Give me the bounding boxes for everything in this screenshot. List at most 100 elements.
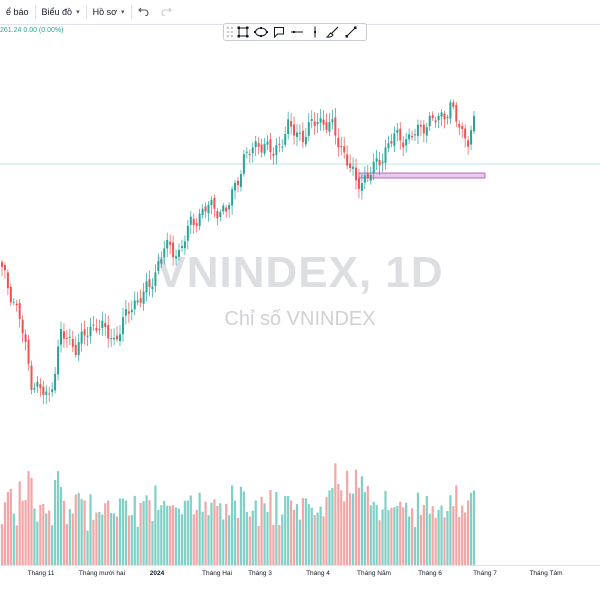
volume-bar [136,526,139,565]
candle [228,202,231,218]
volume-bar [275,491,278,565]
candle [384,139,387,170]
candle [337,128,340,157]
volume-bar [24,500,27,565]
candle [83,320,86,345]
volume-bar [154,485,157,565]
volume-bar [272,524,275,565]
candle [57,339,60,381]
time-axis-label: Tháng Tám [529,570,563,577]
chart-menu-label: Biểu đồ [41,7,73,17]
volume-bar [328,490,331,565]
candle [154,264,157,293]
ellipse-tool-icon [254,27,268,37]
volume-bar [313,514,316,565]
candle [151,278,154,298]
rectangle-tool[interactable] [234,24,252,40]
candle [210,196,213,215]
vertical-line-tool[interactable] [306,24,324,40]
volume-bar [405,502,408,565]
volume-bar [207,514,210,565]
volume-bar [254,500,257,565]
volume-bar [301,498,304,565]
brush-tool[interactable] [324,24,342,40]
volume-bar [446,510,449,565]
candle [121,307,124,342]
candle [225,205,228,218]
candle [65,329,68,348]
alerts-menu[interactable]: ể báo [0,0,35,24]
candle [352,157,355,176]
candle [124,299,127,325]
undo-icon[interactable] [132,5,155,19]
candle [284,126,287,148]
volume-bar [95,512,98,565]
candle [248,149,251,163]
candle [310,110,313,129]
candle [1,259,3,277]
toolbar-divider [34,5,36,19]
volume-bar [266,511,269,565]
volume-bar [216,506,219,565]
volume-bar [195,509,198,565]
candle [86,326,89,347]
candle [18,299,21,328]
volume-bar [278,524,281,565]
volume-bar [402,507,405,565]
candle [455,101,458,128]
ellipse-tool[interactable] [252,24,270,40]
toolbar-divider [85,5,87,19]
candle [145,272,148,302]
callout-tool[interactable] [270,24,288,40]
candle [237,177,239,193]
volume-bar [349,493,352,565]
candle [446,114,449,125]
volume-bar [399,501,402,565]
candle [15,299,18,312]
time-axis[interactable]: Tháng 11 Tháng mười hai 2024 Tháng Hai Tháng… [0,565,600,601]
candle [340,136,343,156]
candle [51,382,54,397]
candle [54,366,57,394]
volume-bar [449,495,452,565]
volume-bar [467,500,470,565]
candle [296,124,298,147]
candle [148,270,151,297]
profile-menu-button[interactable]: Hồ sơ ▾ [87,0,131,24]
candle [272,147,275,165]
volume-bar [455,485,458,565]
trend-line-tool[interactable] [342,24,360,40]
volume-bar [251,510,254,565]
candle [443,110,446,129]
volume-bar [139,502,142,565]
volume-bar [281,514,284,565]
candle [316,112,319,134]
horizontal-line-tool[interactable] [288,24,306,40]
drag-handle-icon[interactable] [226,25,234,39]
volume-bar [51,525,54,565]
candle [95,318,98,334]
volume-bar [378,520,381,565]
volume-bar [157,510,160,565]
volume-bar [39,504,42,565]
volume-bar [83,500,86,565]
price-chart[interactable] [0,44,600,565]
volume-bar [59,487,63,565]
candle [80,323,83,352]
candle [166,232,169,258]
volume-bar [363,492,366,565]
volume-bar [213,499,216,565]
time-axis-label: Tháng 6 [418,570,442,577]
volume-bar [18,481,21,565]
volume-bar [98,511,101,565]
candle [464,124,467,148]
candle [458,120,461,136]
candle [346,145,349,170]
redo-icon[interactable] [155,5,178,19]
volume-bar [343,501,346,565]
chart-menu-button[interactable]: Biểu đồ ▾ [36,0,86,24]
highlight-zone[interactable] [358,172,486,179]
candle [3,262,6,279]
candle [381,153,384,173]
volume-bar [3,502,7,565]
